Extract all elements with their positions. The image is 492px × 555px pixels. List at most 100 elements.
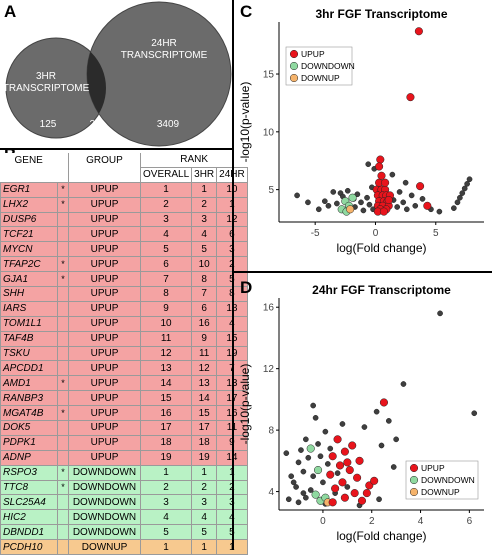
gene-name: LHX2	[0, 196, 58, 213]
data-point-other	[293, 484, 299, 490]
table-row: TAF4B UPUP11915	[0, 330, 248, 347]
table-row: SLC25A4DOWNDOWN333	[0, 494, 248, 511]
data-point-upup	[345, 466, 354, 475]
gene-name: SHH	[0, 286, 58, 302]
gene-name: PDPK1	[0, 434, 58, 451]
table-row: HIC2DOWNDOWN444	[0, 509, 248, 526]
rank-overall: 11	[139, 330, 193, 347]
panel-divider-vertical	[232, 0, 234, 550]
gene-name: SLC25A4	[0, 494, 58, 511]
gene-name: RSPO3	[0, 464, 58, 481]
data-point-upup	[331, 484, 340, 493]
gene-name: GJA1	[0, 271, 58, 288]
data-point-upup	[335, 461, 345, 470]
table-row: GJA1*UPUP785	[0, 271, 248, 288]
y-tick-label: 15	[263, 70, 275, 81]
data-point-other	[344, 484, 351, 490]
significance-star	[57, 226, 69, 243]
data-point-other	[324, 461, 331, 467]
rank-3hr: 18	[191, 434, 218, 451]
rank-3hr: 19	[191, 449, 218, 466]
legend-label-downdown: DOWNDOWN	[421, 475, 475, 485]
data-point-other	[396, 189, 403, 195]
panel-label-c: C	[240, 2, 253, 21]
rank-overall: 17	[139, 420, 193, 436]
y-tick-label: 12	[263, 364, 275, 375]
rank-3hr: 6	[191, 300, 218, 317]
rank-3hr: 1	[191, 181, 218, 198]
y-tick-label: 4	[268, 487, 274, 498]
panel-label-d: D	[240, 278, 253, 297]
data-point-upup	[362, 489, 371, 498]
gene-name: TFAP2C	[0, 256, 58, 273]
gene-name: RANBP3	[0, 390, 58, 407]
x-tick-label: 0	[373, 228, 379, 239]
rank-3hr: 8	[191, 271, 218, 288]
legend-marker-upup	[289, 49, 299, 59]
rank-3hr: 5	[191, 524, 218, 541]
data-point-upup	[357, 496, 367, 505]
rank-3hr: 2	[191, 479, 218, 496]
gene-name: PCDH10	[0, 539, 58, 555]
data-point-downdown	[313, 466, 323, 475]
rank-24hr: 6	[216, 226, 248, 243]
significance-star: *	[57, 256, 69, 273]
rank-3hr: 5	[191, 241, 218, 258]
group-cell: UPUP	[68, 345, 141, 362]
data-point-upup	[355, 456, 364, 465]
rank-overall: 6	[139, 256, 193, 273]
data-point-other	[327, 445, 334, 452]
rank-3hr: 15	[191, 405, 218, 422]
rank-24hr: 19	[216, 345, 248, 362]
data-point-other	[373, 408, 380, 415]
rank-24hr: 18	[216, 300, 248, 317]
data-point-upup	[381, 178, 390, 187]
rank-3hr: 12	[191, 360, 218, 377]
x-tick-label: 0	[320, 516, 326, 527]
data-point-other	[457, 194, 463, 201]
panel-label-a: A	[4, 2, 17, 21]
data-point-upup	[338, 478, 347, 487]
table-row: SHHUPUP878	[0, 286, 248, 302]
data-point-upup	[384, 195, 393, 205]
data-point-other	[330, 189, 337, 195]
significance-star	[57, 449, 69, 466]
data-point-other	[464, 180, 470, 187]
data-point-other	[283, 450, 290, 457]
data-point-other	[408, 192, 415, 199]
data-point-upup	[343, 458, 352, 467]
significance-star	[57, 420, 69, 436]
gene-rank-table-container: GENE GROUP RANK OVERALL 3HR 24HR EGR1*UP…	[0, 153, 248, 555]
significance-star: *	[57, 464, 69, 481]
rank-overall: 16	[139, 405, 193, 422]
group-cell: UPUP	[68, 196, 141, 213]
panel-divider-right	[234, 271, 492, 273]
rank-overall: 19	[139, 449, 193, 466]
rank-24hr: 13	[216, 375, 248, 392]
data-point-upup	[376, 155, 385, 164]
y-axis-label: -log10(p-value)	[238, 82, 252, 163]
data-point-other	[300, 468, 307, 475]
rank-24hr: 4	[216, 509, 248, 526]
table-row: RSPO3*DOWNDOWN111	[0, 464, 248, 481]
table-row: TTC8*DOWNDOWN222	[0, 479, 248, 496]
gene-name: IARS	[0, 300, 58, 317]
table-row: ADNPUPUP191914	[0, 449, 248, 466]
table-row: AMD1*UPUP141313	[0, 375, 248, 392]
data-point-other	[307, 487, 314, 493]
rank-overall: 15	[139, 390, 193, 407]
data-point-other	[344, 187, 351, 194]
data-point-other	[302, 436, 309, 443]
table-row: TOM1L1 UPUP10164	[0, 315, 248, 332]
venn-left-label-2: TRANSCRIPTOME	[3, 83, 90, 94]
group-cell: UPUP	[68, 330, 141, 347]
group-cell: UPUP	[68, 241, 141, 258]
table-row: DOK5UPUP171711	[0, 420, 248, 436]
table-row: PDPK1UPUP18189	[0, 434, 248, 451]
rank-overall: 9	[139, 300, 193, 317]
rank-3hr: 16	[191, 315, 218, 332]
significance-star	[57, 241, 69, 258]
x-axis-label: log(Fold change)	[336, 241, 426, 255]
rank-24hr: 3	[216, 494, 248, 511]
significance-star	[57, 286, 69, 302]
